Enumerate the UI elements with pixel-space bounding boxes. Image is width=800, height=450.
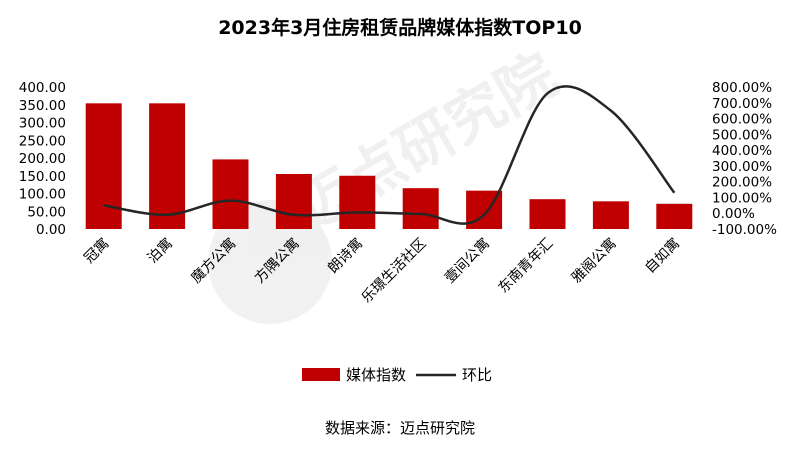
right-tick-label: 700.00% bbox=[712, 96, 772, 112]
category-label: 冠寓 bbox=[81, 235, 113, 267]
line-path bbox=[103, 85, 676, 225]
bar bbox=[592, 201, 629, 229]
left-tick-label: 50.00 bbox=[27, 204, 66, 220]
bar bbox=[212, 159, 249, 229]
legend: 媒体指数 环比 bbox=[302, 366, 492, 384]
right-tick-label: 500.00% bbox=[712, 127, 772, 143]
bar bbox=[275, 173, 312, 229]
bar bbox=[85, 103, 122, 229]
category-label: 壹间公寓 bbox=[441, 235, 493, 287]
bar bbox=[656, 203, 693, 229]
category-label: 泊寓 bbox=[144, 235, 176, 267]
right-tick-label: 300.00% bbox=[712, 159, 772, 175]
right-tick-label: 100.00% bbox=[712, 190, 772, 206]
left-tick-label: 0.00 bbox=[36, 222, 66, 238]
category-label: 乐璟生活社区 bbox=[359, 236, 430, 307]
right-tick-label: -100.00% bbox=[712, 222, 777, 238]
right-tick-label: 400.00% bbox=[712, 143, 772, 159]
right-tick-label: 0.00% bbox=[712, 206, 755, 222]
right-tick-label: 600.00% bbox=[712, 112, 772, 128]
left-tick-label: 300.00 bbox=[19, 116, 66, 132]
right-y-axis: -100.00%0.00%100.00%200.00%300.00%400.00… bbox=[712, 80, 777, 238]
category-label: 东南青年汇 bbox=[496, 236, 557, 297]
bar bbox=[149, 103, 186, 229]
data-source: 数据来源：迈点研究院 bbox=[325, 419, 475, 437]
category-label: 雅阁公寓 bbox=[568, 235, 620, 287]
left-tick-label: 200.00 bbox=[19, 151, 66, 167]
left-tick-label: 400.00 bbox=[19, 80, 66, 96]
bar bbox=[402, 188, 439, 229]
line-series bbox=[103, 85, 676, 225]
bar bbox=[529, 199, 566, 229]
legend-label-bar: 媒体指数 bbox=[346, 366, 406, 384]
left-tick-label: 150.00 bbox=[19, 169, 66, 185]
right-tick-label: 200.00% bbox=[712, 175, 772, 191]
left-tick-label: 100.00 bbox=[19, 187, 66, 203]
legend-swatch-bar bbox=[302, 368, 340, 381]
left-tick-label: 350.00 bbox=[19, 98, 66, 114]
category-label: 自如寓 bbox=[641, 235, 683, 277]
legend-label-line: 环比 bbox=[462, 366, 492, 384]
bar-series bbox=[85, 103, 693, 229]
right-tick-label: 800.00% bbox=[712, 80, 772, 96]
left-tick-label: 250.00 bbox=[19, 133, 66, 149]
chart-title: 2023年3月住房租赁品牌媒体指数TOP10 bbox=[218, 16, 582, 39]
bar bbox=[339, 175, 376, 229]
